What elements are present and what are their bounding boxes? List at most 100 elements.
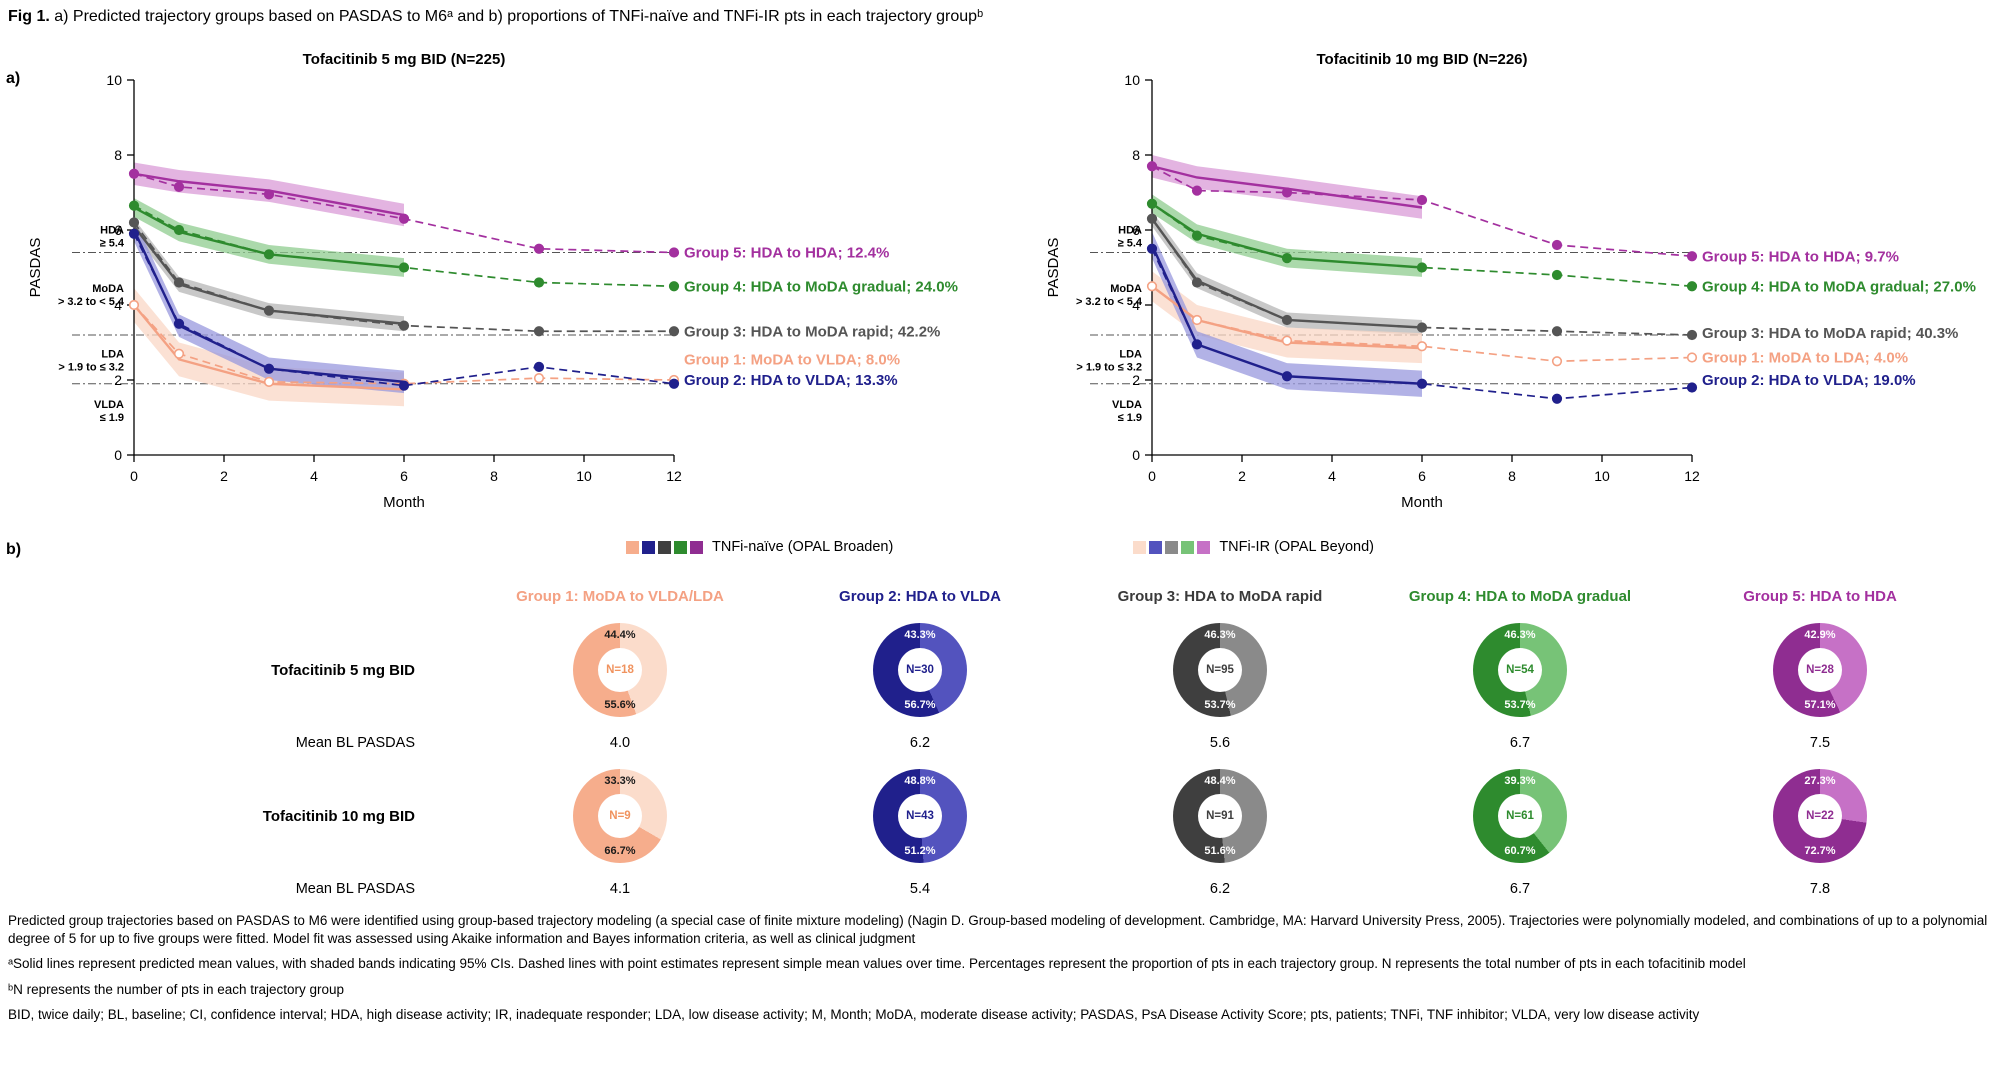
legend-color-swatch (641, 540, 655, 554)
zone-range-label: ≤ 1.9 (100, 412, 124, 424)
donut-hole: N=61 (1498, 794, 1542, 838)
donut-top-pct: 46.3% (1204, 629, 1236, 641)
data-point-marker (263, 189, 275, 200)
mean-value: 5.6 (1209, 735, 1231, 751)
legend-swatches-naive (625, 540, 703, 554)
data-point-marker (263, 305, 275, 316)
donut-10mg-group1: 33.3% N=9 66.7% (573, 769, 667, 863)
donut-5mg-group4: 46.3% N=54 53.7% (1473, 623, 1567, 717)
donut-n-label: N=9 (609, 810, 631, 822)
footnote-methods: Predicted group trajectories based on PA… (8, 913, 1988, 947)
data-point-marker (1686, 352, 1698, 363)
data-point-marker (1686, 382, 1698, 393)
donut-n-label: N=91 (1206, 810, 1234, 822)
y-axis-title: PASDAS (1045, 238, 1062, 298)
donut-n-label: N=22 (1806, 810, 1834, 822)
zone-label: HDA (1118, 225, 1142, 237)
data-point-marker (1146, 281, 1158, 292)
data-point-marker (668, 378, 680, 389)
group-4-header: Group 4: HDA to MoDA gradual (1408, 587, 1632, 605)
group-2-header: Group 2: HDA to VLDA (839, 587, 1001, 605)
donut-n-label: N=54 (1506, 664, 1534, 676)
donut-n-label: N=18 (606, 664, 634, 676)
donut-hole: N=43 (898, 794, 942, 838)
ci-band (1152, 155, 1422, 219)
y-tick-label: 8 (1132, 147, 1140, 163)
mean-value: 4.0 (609, 735, 631, 751)
x-axis-title: Month (383, 494, 425, 511)
legend-label-naive: TNFi-naïve (OPAL Broaden) (711, 539, 894, 555)
x-tick-label: 10 (1594, 468, 1610, 484)
group-label: Group 3: HDA to MoDA rapid; 42.2% (684, 323, 940, 340)
ci-band (134, 218, 404, 394)
donut-n-label: N=28 (1806, 664, 1834, 676)
donut-bottom-pct: 55.6% (604, 699, 636, 711)
legend-color-swatch (1133, 540, 1147, 554)
donut-top-pct: 39.3% (1504, 775, 1536, 787)
donut-top-pct: 48.4% (1204, 775, 1236, 787)
donut-hole: N=22 (1798, 794, 1842, 838)
mean-value: 6.2 (1209, 881, 1231, 897)
data-point-marker (1416, 341, 1428, 352)
x-tick-label: 4 (310, 468, 318, 484)
donut-cell: 39.3% N=61 60.7% (1370, 760, 1670, 872)
donut-bottom-pct: 66.7% (604, 845, 636, 857)
data-point-marker (1551, 356, 1563, 367)
x-tick-label: 2 (1238, 468, 1246, 484)
figure-title-prefix: Fig 1. (8, 8, 50, 25)
data-point-marker (1686, 281, 1698, 292)
donut-cell: 48.8% N=43 51.2% (770, 760, 1070, 872)
donut-hole: N=30 (898, 648, 942, 692)
y-tick-label: 0 (1132, 447, 1140, 463)
group-label: Group 1: MoDA to VLDA; 8.0% (684, 351, 900, 368)
trajectory-solid (1151, 218, 1423, 329)
data-point-marker (173, 181, 185, 192)
zone-label: VLDA (94, 399, 124, 411)
zone-range-label: ≥ 5.4 (100, 238, 125, 250)
legend-color-swatch (1181, 540, 1195, 554)
group-label: Group 2: HDA to VLDA; 19.0% (1702, 372, 1916, 389)
legend-color-swatch (689, 540, 703, 554)
chart-title: Tofacitinib 5 mg BID (N=225) (303, 51, 506, 68)
donut-10mg-group4: 39.3% N=61 60.7% (1473, 769, 1567, 863)
donut-cell: 46.3% N=95 53.7% (1070, 614, 1370, 726)
donut-top-pct: 46.3% (1504, 629, 1536, 641)
data-point-marker (263, 249, 275, 260)
data-point-marker (128, 200, 140, 211)
donut-bottom-pct: 57.1% (1804, 699, 1836, 711)
trajectory-solid (133, 304, 405, 391)
x-tick-label: 4 (1328, 468, 1336, 484)
data-point-marker (398, 213, 410, 224)
data-point-marker (1686, 251, 1698, 262)
data-point-marker (1191, 185, 1203, 196)
data-point-marker (173, 277, 185, 288)
data-point-marker (1191, 339, 1203, 350)
mean-bl-pasdas-label: Mean BL PASDAS (295, 881, 415, 897)
group-label: Group 1: MoDA to LDA; 4.0% (1702, 350, 1908, 367)
data-point-marker (1191, 230, 1203, 241)
y-axis-title: PASDAS (27, 238, 44, 298)
mean-value: 6.2 (909, 735, 931, 751)
data-point-marker (1146, 161, 1158, 172)
donut-n-label: N=95 (1206, 664, 1234, 676)
footnotes: Predicted group trajectories based on PA… (8, 912, 1994, 1031)
data-point-marker (668, 326, 680, 337)
zone-range-label: > 3.2 to < 5.4 (1076, 296, 1143, 308)
ci-band (1152, 194, 1422, 277)
chart-title: Tofacitinib 10 mg BID (N=226) (1316, 51, 1527, 68)
trajectory-solid (133, 172, 405, 217)
data-point-marker (128, 228, 140, 239)
y-tick-label: 4 (114, 297, 122, 313)
trajectory-chart-5mg: Tofacitinib 5 mg BID (N=225) HDA≥ 5.4 MoDA… (27, 51, 958, 511)
data-point-marker (263, 363, 275, 374)
group-label: Group 3: HDA to MoDA rapid; 40.3% (1702, 325, 1958, 342)
donut-hole: N=18 (598, 648, 642, 692)
legend-item-tnfi-naive: TNFi-naïve (OPAL Broaden) (625, 539, 894, 555)
data-point-marker (1551, 326, 1563, 337)
donut-cell: 48.4% N=91 51.6% (1070, 760, 1370, 872)
data-point-marker (668, 281, 680, 292)
mean-value: 4.1 (609, 881, 631, 897)
trajectory-solid (133, 225, 405, 325)
donut-cell: 33.3% N=9 66.7% (470, 760, 770, 872)
donut-top-pct: 33.3% (604, 775, 636, 787)
